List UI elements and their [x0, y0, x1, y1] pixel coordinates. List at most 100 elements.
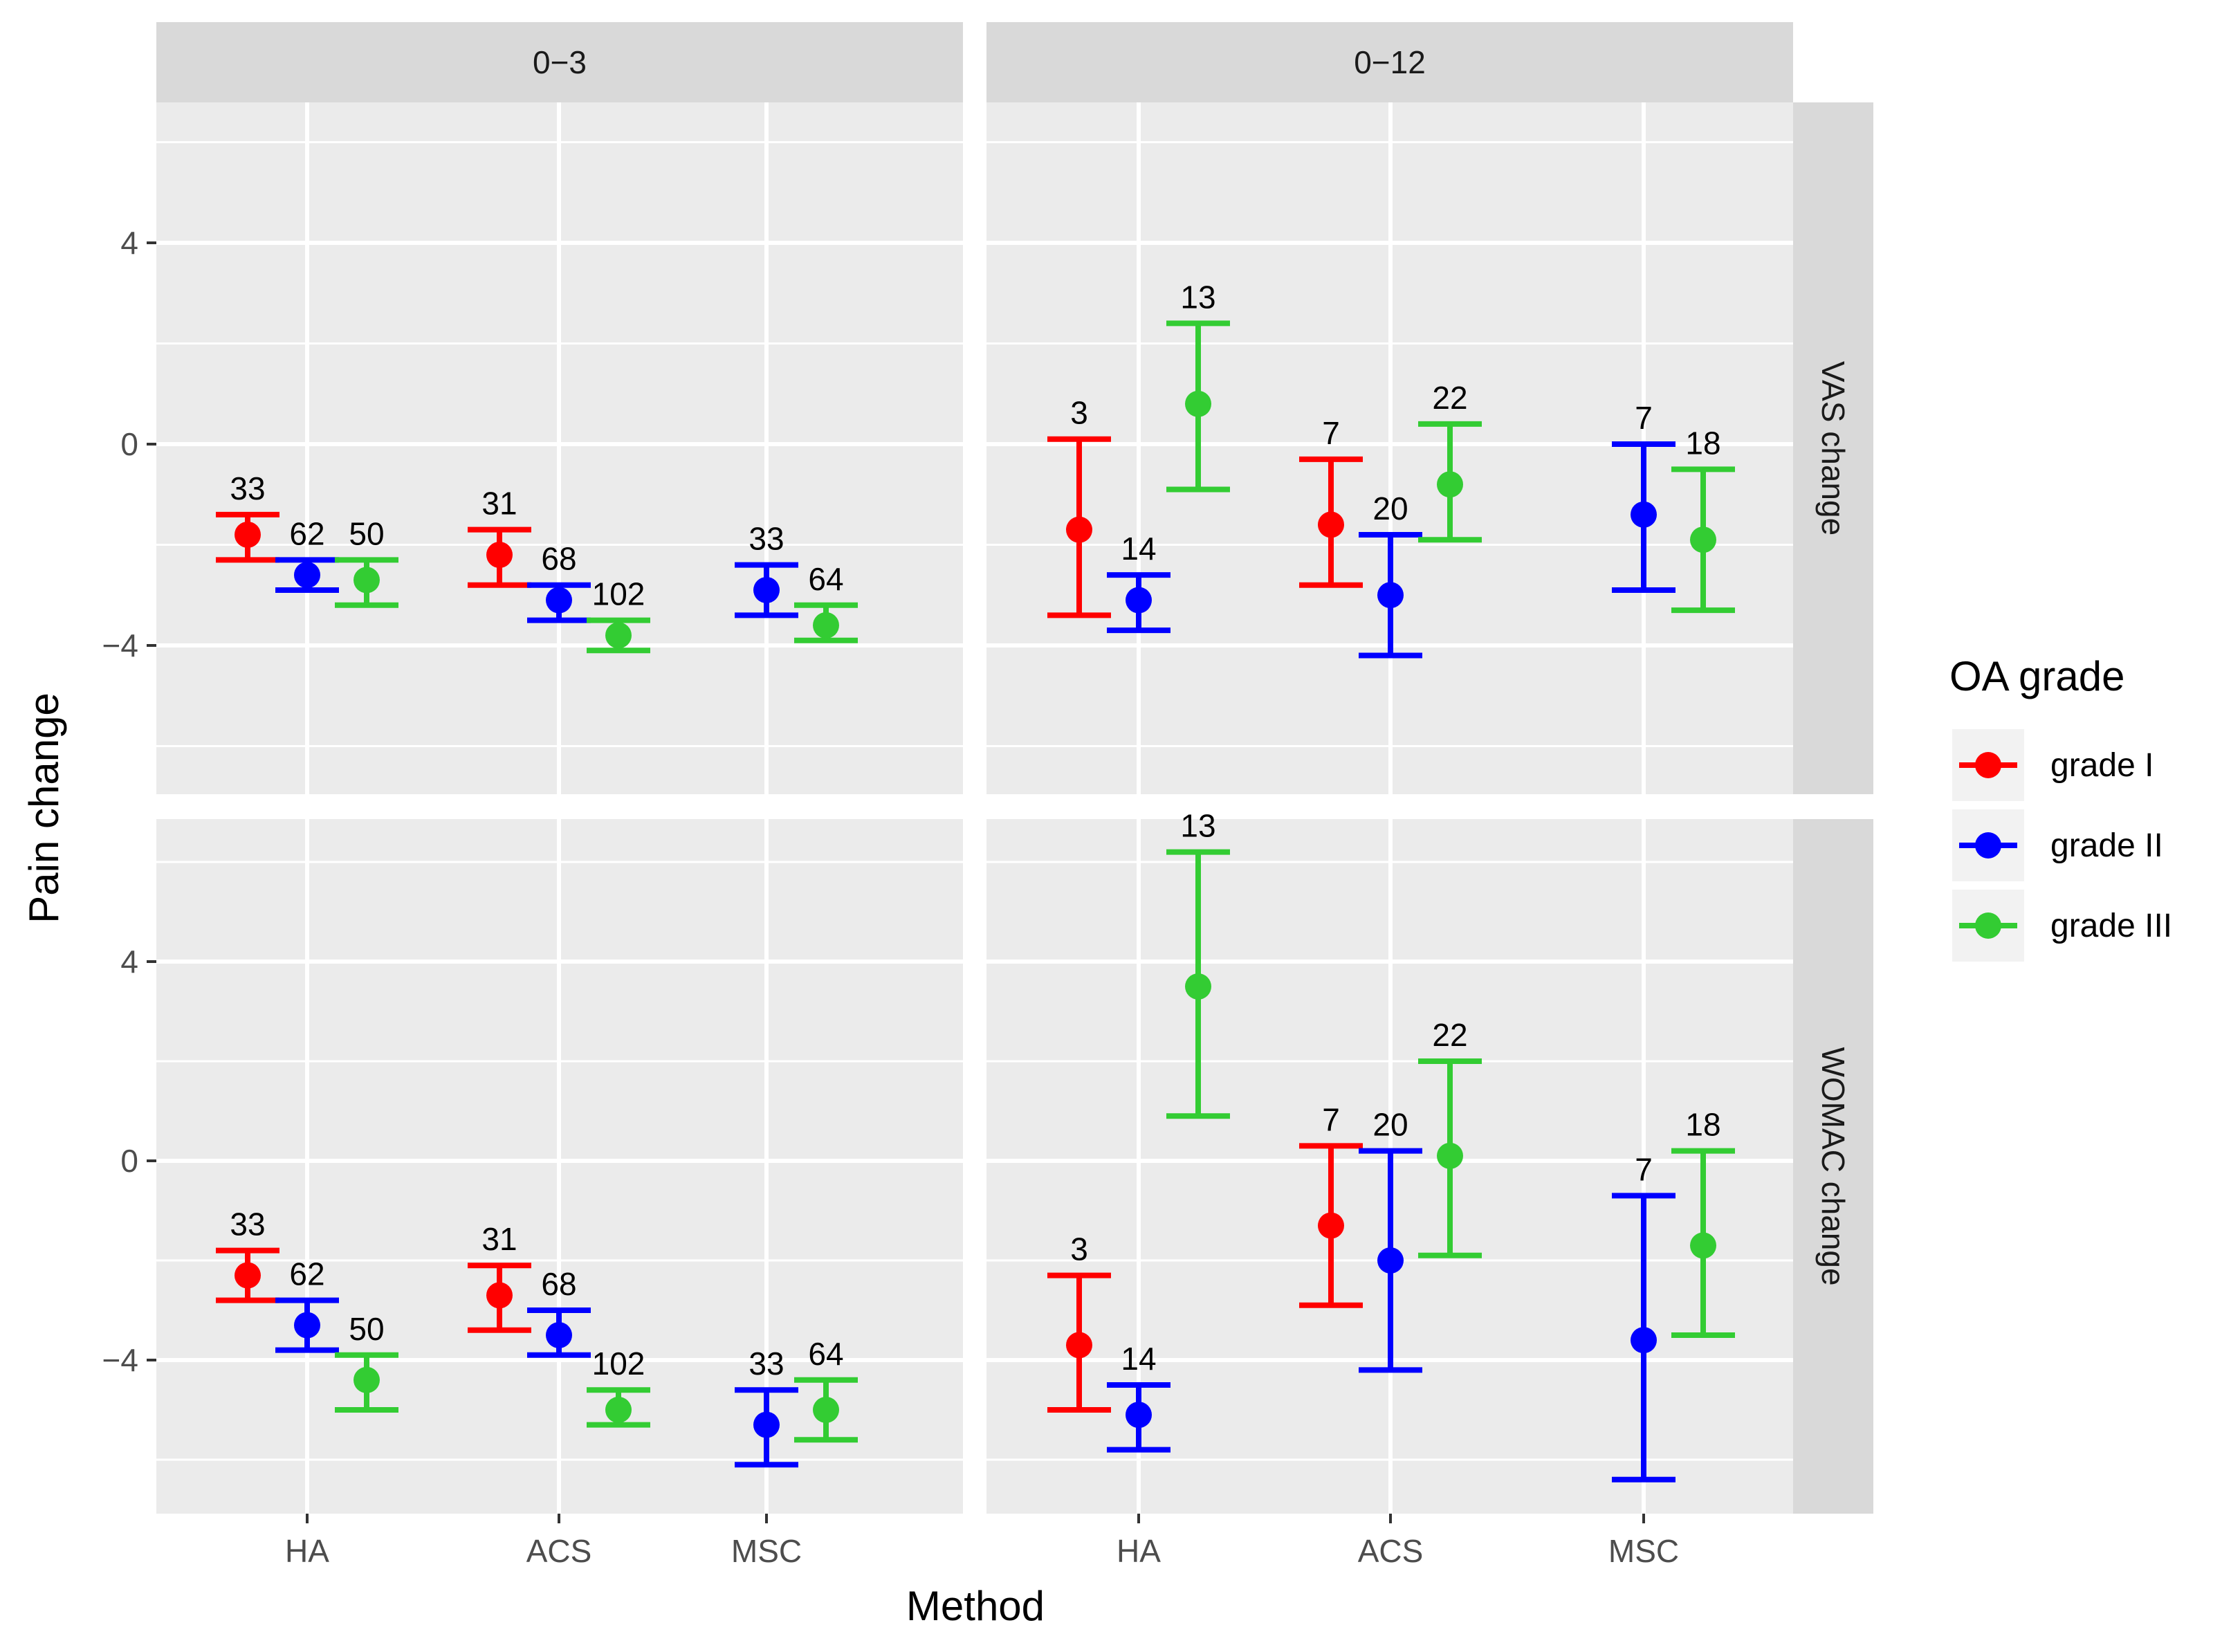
row-strip-label: VAS change	[1815, 361, 1851, 535]
column-strip	[156, 22, 963, 102]
mean-point	[1437, 471, 1463, 498]
mean-point	[1126, 587, 1152, 614]
sample-size-label: 7	[1322, 415, 1340, 451]
sample-size-label: 22	[1432, 380, 1467, 416]
sample-size-label: 18	[1685, 425, 1720, 461]
mean-point	[354, 567, 380, 594]
mean-point	[1318, 511, 1344, 538]
legend-label: grade I	[2050, 747, 2154, 784]
sample-size-label: 33	[230, 1206, 265, 1242]
y-tick-label: 4	[120, 225, 138, 261]
legend-label: grade III	[2050, 908, 2172, 944]
y-tick-label: 0	[120, 426, 138, 462]
sample-size-label: 62	[289, 1256, 324, 1292]
sample-size-label: 7	[1322, 1101, 1340, 1137]
mean-point	[1690, 526, 1716, 553]
sample-size-label: 31	[481, 486, 517, 522]
sample-size-label: 68	[541, 1266, 576, 1302]
sample-size-label: 50	[349, 1311, 384, 1347]
panel-vas-0-3: 33 31 62 68 33 50 102 64	[156, 102, 963, 794]
mean-point	[546, 1322, 572, 1348]
sample-size-label: 31	[481, 1221, 517, 1257]
sample-size-label: 62	[289, 515, 324, 551]
sample-size-label: 7	[1635, 1151, 1653, 1187]
panel-womac-0-3: 33 31 62 68 33 50 102 64	[156, 819, 963, 1514]
mean-point	[1377, 1247, 1404, 1274]
x-tick-label: HA	[285, 1533, 329, 1569]
x-tick-label: MSC	[1608, 1533, 1679, 1569]
mean-point	[294, 1312, 320, 1339]
mean-point	[1437, 1142, 1463, 1169]
sample-size-label: 7	[1635, 400, 1653, 436]
sample-size-label: 14	[1121, 1341, 1156, 1377]
sample-size-label: 50	[349, 515, 384, 551]
legend-key-point	[1975, 832, 2001, 859]
mean-point	[1126, 1402, 1152, 1429]
x-tick-label: MSC	[731, 1533, 802, 1569]
mean-point	[1066, 516, 1092, 543]
row-strip	[1793, 102, 1873, 794]
facet-strips: 0−3 0−12 VAS change WOMAC change	[156, 22, 1873, 1514]
sample-size-label: 22	[1432, 1017, 1467, 1053]
x-tick-label: ACS	[526, 1533, 592, 1569]
sample-size-label: 20	[1372, 490, 1408, 526]
sample-size-label: 102	[592, 1346, 645, 1382]
mean-point	[294, 562, 320, 589]
sample-size-label: 64	[808, 1336, 843, 1372]
axes-layer: −4 0 4 −4 0 4 HA ACS MSC HA ACS MSC Method Pain chang…	[21, 225, 1679, 1629]
mean-point	[1185, 973, 1211, 1000]
sample-size-label: 3	[1070, 395, 1088, 431]
sample-size-label: 18	[1685, 1107, 1720, 1143]
sample-size-label: 3	[1070, 1231, 1088, 1267]
mean-point	[813, 612, 839, 639]
mean-point	[235, 521, 261, 548]
legend-key-point	[1975, 912, 2001, 939]
x-tick-label: ACS	[1358, 1533, 1424, 1569]
mean-point	[813, 1397, 839, 1423]
y-tick-label: 4	[120, 944, 138, 980]
panel-vas-0-12: 3 7 14 20 7 13 22 18	[986, 102, 1793, 794]
mean-point	[1377, 582, 1404, 609]
mean-point	[1631, 501, 1657, 528]
mean-point	[605, 622, 632, 649]
row-strip-label: WOMAC change	[1815, 1047, 1851, 1285]
legend: OA grade grade I grade II grade III	[1949, 653, 2172, 962]
mean-point	[1185, 390, 1211, 417]
panel-womac-0-12: 3 7 14 20 7 13 22 18	[986, 808, 1793, 1514]
column-strip-label: 0−12	[1354, 44, 1426, 80]
legend-key-point	[1975, 752, 2001, 778]
sample-size-label: 33	[749, 521, 784, 557]
mean-point	[753, 1411, 780, 1438]
legend-label: grade II	[2050, 827, 2163, 864]
mean-point	[354, 1366, 380, 1393]
x-axis-title: Method	[906, 1583, 1045, 1629]
mean-point	[486, 1282, 513, 1309]
mean-point	[1318, 1212, 1344, 1239]
column-strip-label: 0−3	[533, 44, 587, 80]
sample-size-label: 20	[1372, 1107, 1408, 1143]
mean-point	[1066, 1332, 1092, 1359]
y-tick-label: −4	[102, 627, 138, 663]
x-tick-label: HA	[1117, 1533, 1161, 1569]
sample-size-label: 33	[230, 470, 265, 506]
sample-size-label: 68	[541, 541, 576, 577]
legend-item-grade-I: grade I	[1952, 729, 2154, 801]
mean-point	[1631, 1327, 1657, 1354]
y-tick-label: −4	[102, 1342, 138, 1378]
legend-item-grade-II: grade II	[1952, 809, 2163, 881]
sample-size-label: 33	[749, 1346, 784, 1382]
mean-point	[486, 542, 513, 569]
mean-point	[605, 1397, 632, 1423]
mean-point	[235, 1262, 261, 1289]
sample-size-label: 14	[1121, 531, 1156, 567]
sample-size-label: 102	[592, 576, 645, 612]
mean-point	[753, 576, 780, 603]
sample-size-label: 13	[1180, 808, 1215, 844]
mean-point	[1690, 1232, 1716, 1259]
column-strip	[986, 22, 1793, 102]
sample-size-label: 13	[1180, 279, 1215, 315]
sample-size-label: 64	[808, 561, 843, 597]
legend-item-grade-III: grade III	[1952, 890, 2172, 962]
